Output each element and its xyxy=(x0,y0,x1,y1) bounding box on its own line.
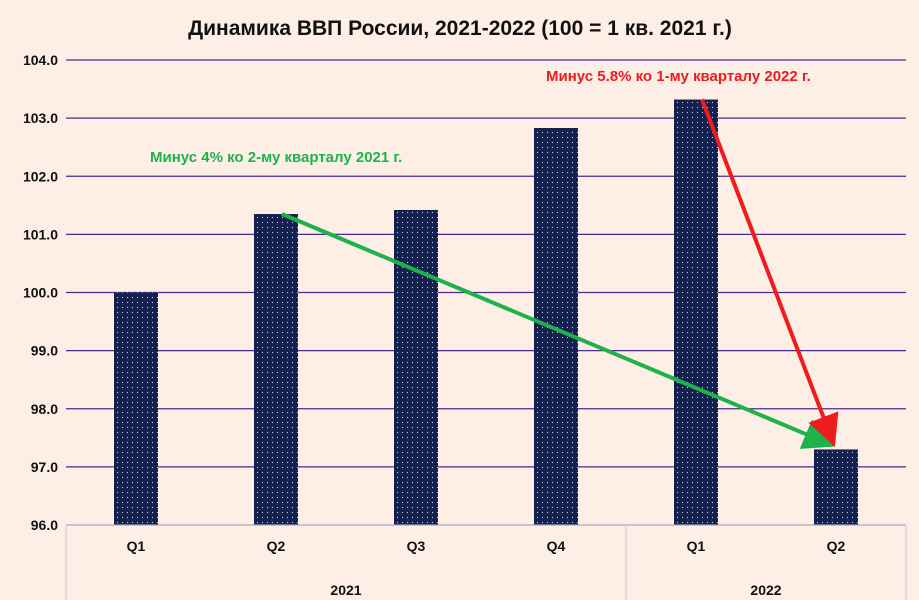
bar xyxy=(534,128,578,525)
bar xyxy=(394,209,438,525)
y-tick-label: 104.0 xyxy=(23,52,58,68)
y-tick-label: 99.0 xyxy=(31,343,58,359)
x-tick-label: Q2 xyxy=(827,538,846,554)
x-tick-label: Q2 xyxy=(267,538,286,554)
x-tick-label: Q3 xyxy=(407,538,426,554)
bar xyxy=(114,292,158,525)
chart-title: Динамика ВВП России, 2021-2022 (100 = 1 … xyxy=(188,17,732,40)
y-tick-label: 96.0 xyxy=(31,517,58,533)
y-tick-label: 103.0 xyxy=(23,110,58,126)
arrow-green xyxy=(281,212,836,449)
x-tick-label: Q4 xyxy=(547,538,566,554)
x-tick-label: Q1 xyxy=(127,538,146,554)
y-tick-label: 101.0 xyxy=(23,226,58,242)
annotation-label: Минус 4% ко 2-му кварталу 2021 г. xyxy=(150,149,402,166)
x-tick-label: Q1 xyxy=(687,538,706,554)
annotation-label: Минус 5.8% ко 1-му кварталу 2022 г. xyxy=(546,68,811,85)
x-group-label: 2021 xyxy=(330,582,361,598)
y-tick-label: 100.0 xyxy=(23,285,58,301)
y-tick-label: 102.0 xyxy=(23,168,58,184)
x-group-label: 2022 xyxy=(750,582,781,598)
bar xyxy=(674,99,718,526)
y-tick-label: 97.0 xyxy=(31,459,58,475)
arrow-red xyxy=(700,98,839,447)
bar xyxy=(254,214,298,525)
bar xyxy=(814,449,858,525)
y-tick-label: 98.0 xyxy=(31,401,58,417)
